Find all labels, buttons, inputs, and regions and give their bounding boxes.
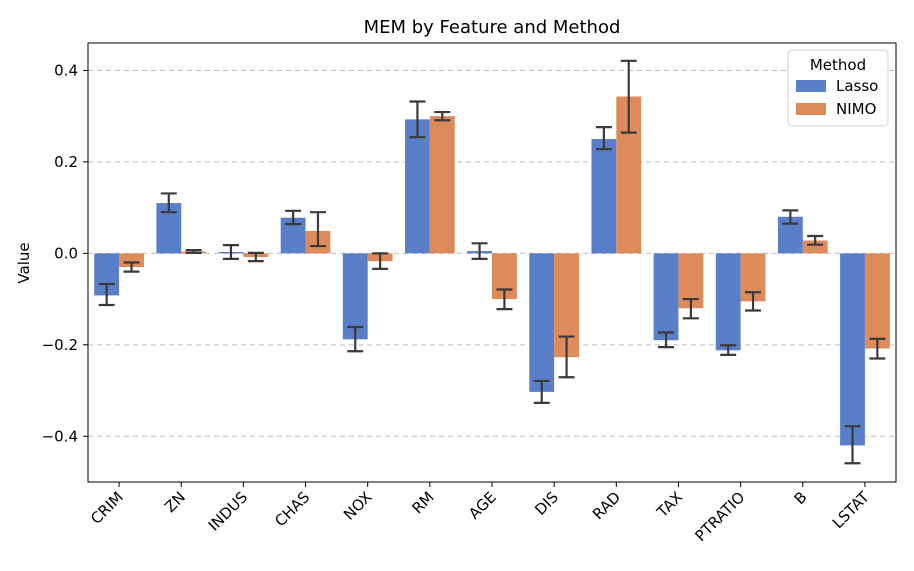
x-tick-label-nox: NOX — [340, 488, 376, 524]
legend-swatch-lasso — [796, 80, 826, 92]
x-tick-label-crim: CRIM — [87, 488, 127, 528]
bar-lasso-ptratio — [715, 253, 741, 351]
errorbar-nimo-tax — [682, 297, 699, 320]
y-axis-label: Value — [15, 242, 33, 283]
errorbar-nimo-rm — [434, 110, 451, 122]
bar-nimo-rm — [429, 116, 455, 254]
y-tick-label: 0.2 — [54, 153, 78, 171]
errorbar-nimo-zn — [185, 249, 202, 254]
x-tick-label-tax: TAX — [653, 488, 687, 522]
errorbar-lasso-rad — [595, 126, 612, 151]
legend-label-nimo: NIMO — [836, 100, 876, 118]
bar-lasso-tax — [653, 253, 679, 341]
errorbar-nimo-ptratio — [745, 291, 762, 312]
errorbar-lasso-b — [782, 209, 799, 225]
bar-lasso-rad — [591, 139, 617, 254]
bar-nimo-crim — [119, 253, 144, 268]
x-tick-label-chas: CHAS — [271, 488, 313, 530]
errorbar-nimo-b — [807, 234, 824, 246]
error-bars — [98, 59, 886, 465]
bar-nimo-lstat — [864, 253, 890, 349]
errorbar-lasso-crim — [98, 282, 115, 307]
x-tick-label-dis: DIS — [531, 488, 562, 519]
legend-title: Method — [810, 56, 866, 74]
legend-label-lasso: Lasso — [836, 77, 878, 95]
errorbar-lasso-dis — [533, 379, 550, 404]
bar-lasso-rm — [404, 119, 430, 254]
x-tick-label-age: AGE — [465, 488, 500, 523]
y-tick-label: 0.4 — [54, 61, 78, 79]
y-axis: 0.4 0.2 0.0 −0.2 −0.4 — [42, 61, 88, 445]
errorbar-lasso-zn — [160, 192, 177, 214]
x-tick-label-ptratio: PTRATIO — [692, 488, 749, 545]
errorbar-nimo-nox — [372, 252, 389, 271]
x-tick-label-indus: INDUS — [205, 488, 251, 534]
errorbar-lasso-chas — [285, 209, 302, 226]
bars — [94, 96, 890, 446]
y-tick-label: −0.4 — [42, 427, 78, 445]
errorbar-lasso-ptratio — [720, 344, 737, 356]
bar-lasso-lstat — [840, 253, 865, 446]
y-tick-label: −0.2 — [42, 336, 78, 354]
errorbar-nimo-indus — [247, 251, 264, 263]
errorbar-nimo-crim — [123, 261, 140, 273]
errorbar-nimo-lstat — [869, 337, 886, 360]
x-tick-label-rad: RAD — [589, 488, 624, 523]
x-tick-label-rm: RM — [408, 488, 437, 517]
errorbar-lasso-indus — [222, 244, 239, 260]
errorbar-nimo-age — [496, 288, 513, 311]
bar-lasso-nox — [342, 253, 368, 340]
x-tick-label-lstat: LSTAT — [829, 488, 874, 533]
x-tick-label-b: B — [791, 488, 811, 508]
errorbar-lasso-nox — [347, 325, 364, 353]
errorbar-nimo-rad — [620, 59, 637, 134]
x-tick-label-zn: ZN — [161, 488, 189, 516]
errorbar-nimo-dis — [558, 335, 575, 379]
errorbar-lasso-lstat — [844, 425, 861, 465]
x-axis: CRIM ZN INDUS CHAS NOX RM AGE DIS RAD TAX PTRATIO B… — [87, 482, 873, 545]
errorbar-lasso-age — [471, 242, 488, 260]
legend-swatch-nimo — [796, 103, 826, 115]
y-tick-label: 0.0 — [54, 244, 78, 262]
errorbar-lasso-rm — [409, 100, 426, 139]
errorbar-lasso-tax — [658, 331, 675, 349]
legend[interactable]: Method Lasso NIMO — [787, 49, 889, 127]
bar-lasso-dis — [529, 253, 555, 392]
errorbar-nimo-chas — [309, 211, 326, 248]
chart-title: MEM by Feature and Method — [364, 17, 621, 38]
